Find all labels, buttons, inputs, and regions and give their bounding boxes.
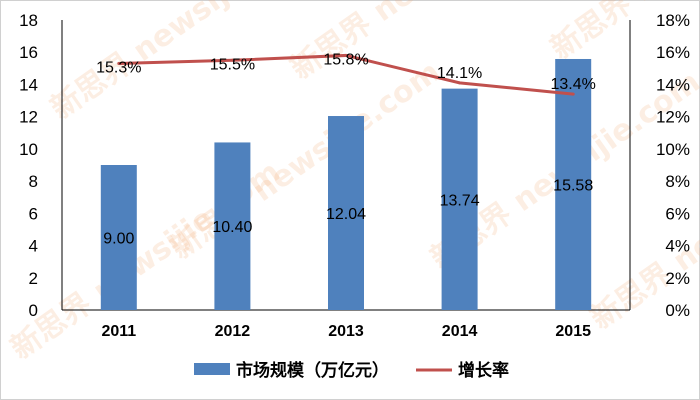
bar-2013	[328, 116, 364, 311]
y-right-tick-label: 8%	[665, 172, 690, 191]
y-left-tick-label: 10	[19, 140, 38, 159]
y-left-tick-label: 0	[29, 301, 38, 320]
x-tick-label: 2013	[328, 323, 364, 340]
bar-data-label: 15.58	[553, 177, 593, 194]
bar-data-label: 13.74	[440, 192, 480, 209]
legend-label-bar: 市场规模（万亿元）	[236, 360, 389, 381]
x-tick-label: 2014	[442, 323, 478, 340]
bar-2011	[100, 165, 137, 310]
legend: 市场规模（万亿元） 增长率	[194, 360, 509, 381]
y-right-tick-label: 12%	[656, 108, 690, 127]
bar-data-label: 12.04	[326, 206, 366, 223]
y-right-tick-label: 6%	[665, 204, 690, 223]
bar-data-label: 9.00	[103, 231, 134, 248]
line-point-2011	[117, 62, 121, 65]
line-data-label: 13.4%	[551, 76, 596, 93]
y-left-tick-label: 18	[19, 11, 38, 30]
legend-label-line: 增长率	[458, 360, 509, 381]
y-left-tick-label: 2	[29, 269, 38, 288]
y-right-tick-label: 0%	[665, 301, 690, 320]
x-tick-label: 2011	[101, 323, 136, 340]
y-left-tick-label: 14	[19, 75, 38, 94]
bar-2015	[555, 58, 592, 310]
bar-2014	[441, 88, 478, 310]
y-right-tick-label: 18%	[656, 11, 690, 30]
line-data-label: 15.5%	[210, 56, 255, 73]
legend-swatch-bar	[194, 363, 230, 375]
y-right-tick-label: 2%	[665, 269, 690, 288]
y-left-tick-label: 8	[29, 172, 38, 191]
line-point-2014	[458, 81, 462, 85]
line-data-label: 15.8%	[323, 51, 368, 68]
bar-2012	[214, 142, 251, 310]
y-left-tick-label: 6	[29, 204, 38, 223]
y-left-tick-label: 4	[29, 237, 38, 256]
line-point-2013	[344, 53, 348, 57]
y-right-tick-label: 4%	[665, 237, 690, 256]
line-point-2012	[230, 58, 234, 62]
x-tick-label: 2012	[215, 323, 251, 340]
y-right-tick-label: 16%	[656, 43, 690, 62]
y-left-tick-label: 16	[19, 43, 38, 62]
line-data-label: 15.3%	[96, 60, 141, 77]
bar-data-label: 10.40	[212, 219, 252, 236]
y-left-tick-label: 12	[19, 108, 38, 127]
x-tick-label: 2015	[555, 323, 591, 340]
line-data-label: 14.1%	[437, 65, 482, 82]
y-right-tick-label: 10%	[656, 140, 690, 159]
line-point-2015	[571, 92, 575, 96]
watermark-text: 新思界 newsijie.com	[45, 0, 327, 127]
y-right-tick-label: 14%	[656, 75, 690, 94]
